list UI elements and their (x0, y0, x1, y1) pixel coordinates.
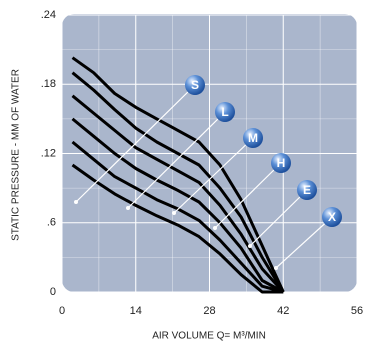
series-line (71, 71, 285, 293)
leader-dot (126, 206, 130, 210)
legend-label: E (303, 183, 311, 197)
legend-ball (297, 180, 317, 200)
leader-line (249, 189, 308, 247)
legend-label: S (191, 78, 199, 92)
legend-ball (271, 153, 291, 173)
legend-label: M (248, 131, 258, 145)
legend-ball (243, 128, 263, 148)
leader-dot (172, 211, 176, 215)
y-axis-label: STATIC PRESSURE - MM OF WATER (11, 69, 22, 241)
leader-dot (213, 226, 217, 230)
legend-label: L (221, 105, 228, 119)
y-tick-label: .24 (41, 9, 56, 21)
x-tick-label: 28 (203, 305, 215, 317)
x-tick-label: 14 (130, 305, 142, 317)
legend-label: H (277, 156, 286, 170)
leader-line (127, 111, 226, 209)
y-tick-label: .18 (41, 78, 56, 90)
legend-ball (185, 75, 205, 95)
y-tick-label: .6 (47, 217, 56, 229)
x-tick-label: 42 (277, 305, 289, 317)
series-line (71, 163, 284, 294)
legend-label: X (328, 210, 336, 224)
series-line (71, 56, 285, 293)
leader-dot (74, 200, 78, 204)
legend-ball (322, 207, 342, 227)
leader-line (275, 216, 333, 269)
y-tick-label: 0 (50, 286, 56, 298)
legend-ball (215, 102, 235, 122)
x-axis-label: AIR VOLUME Q= M³/MIN (152, 331, 266, 342)
x-tick-label: 0 (59, 305, 65, 317)
leader-line (75, 84, 196, 203)
x-tick-label: 56 (351, 305, 363, 317)
y-tick-label: .12 (41, 147, 56, 159)
leader-dot (274, 266, 278, 270)
leader-line (214, 162, 282, 229)
leader-dot (248, 244, 252, 248)
leader-line (173, 137, 254, 214)
series-line (71, 117, 285, 294)
